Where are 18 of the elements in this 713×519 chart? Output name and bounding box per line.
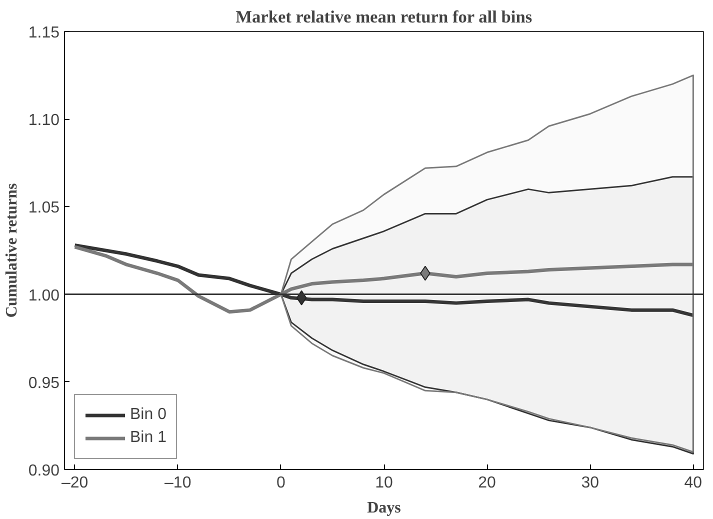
y-tick-label: 1.15 (28, 24, 60, 42)
y-axis-title: Cumulative returns (3, 183, 20, 318)
y-tick-label: 1.00 (28, 287, 60, 304)
y-tick-label: 1.05 (28, 200, 60, 217)
x-tick-label: 30 (581, 474, 600, 492)
x-tick-label: –20 (61, 474, 88, 492)
x-tick-label: 0 (276, 474, 286, 492)
x-tick-label: –10 (164, 474, 192, 492)
x-axis-title: Days (367, 500, 401, 516)
y-tick-label: 0.90 (28, 462, 60, 480)
y-tick-label: 1.10 (28, 112, 60, 130)
x-tick-label: 40 (684, 474, 702, 492)
legend-label: Bin 1 (130, 429, 166, 447)
y-tick-label: 0.95 (28, 374, 60, 392)
legend-label: Bin 0 (130, 406, 166, 424)
x-tick-label: 10 (375, 474, 393, 492)
chart-title: Market relative mean return for all bins (236, 8, 532, 26)
x-tick-label: 20 (478, 474, 496, 492)
